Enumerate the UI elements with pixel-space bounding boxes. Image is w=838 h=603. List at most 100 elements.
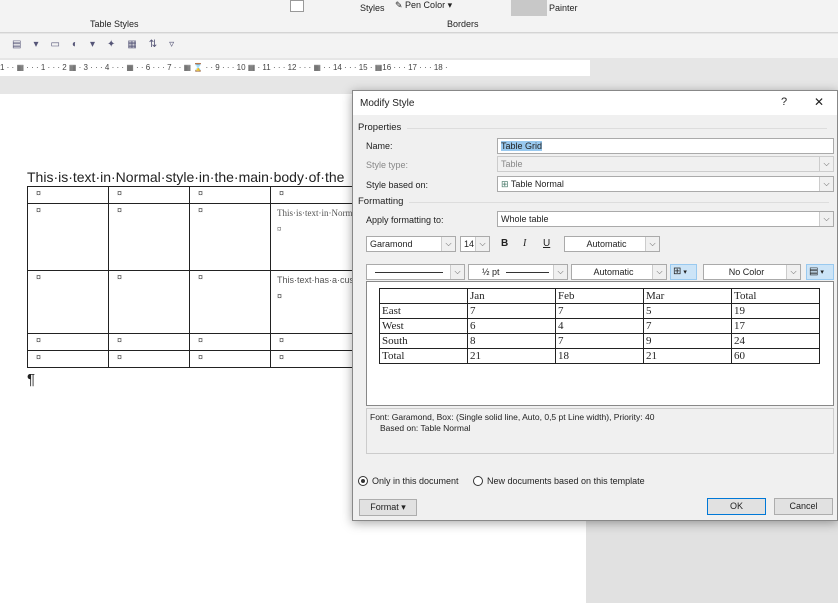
table-cell[interactable]: ¤ [108, 333, 190, 351]
borders-dropdown-button[interactable] [511, 0, 547, 16]
preview-row: East 7 7 5 19 [379, 303, 820, 319]
preview-cell: East [379, 303, 468, 319]
horizontal-ruler[interactable]: 1 · · ▦ · · · 1 · · · 2 ▦ · 3 · · · 4 · … [0, 60, 590, 76]
font-select[interactable]: Garamond ⌵ [366, 236, 456, 252]
preview-cell: Jan [467, 288, 556, 304]
preview-cell: 17 [731, 318, 820, 334]
table-cell[interactable]: ¤ [189, 186, 271, 204]
shading-select[interactable]: No Color ⌵ [703, 264, 801, 280]
italic-button[interactable]: I [523, 238, 527, 249]
table-cell[interactable]: ¤ [27, 203, 109, 271]
table-cell[interactable]: ¤ [27, 350, 109, 368]
chevron-down-icon[interactable]: ⌵ [553, 265, 567, 279]
preview-cell: Total [379, 348, 468, 364]
table-cell[interactable]: ¤ [189, 333, 271, 351]
toolbar-icons[interactable]: ▤▾▭◐▾✦▦⇅▿ [12, 39, 187, 50]
preview-cell: 6 [467, 318, 556, 334]
chevron-down-icon[interactable]: ⌵ [441, 237, 455, 251]
styles-gallery-more-button[interactable] [290, 0, 304, 12]
modify-style-dialog: Modify Style ? ✕ Properties Name: Table … [352, 90, 838, 521]
underline-button[interactable]: U [543, 238, 551, 249]
table-cell[interactable]: ¤ [189, 270, 271, 334]
dialog-titlebar: Modify Style ? ✕ [353, 91, 837, 115]
body-text[interactable]: This·is·text·in·Normal·style·in·the·main… [27, 169, 345, 185]
preview-cell: Total [731, 288, 820, 304]
style-type-select: Table ⌵ [497, 156, 834, 172]
preview-cell: Feb [555, 288, 644, 304]
bold-button[interactable]: B [501, 238, 509, 249]
table-cell[interactable]: ¤ [108, 203, 190, 271]
preview-cell [379, 288, 468, 304]
border-color-value: Automatic [593, 267, 634, 277]
preview-cell: 4 [555, 318, 644, 334]
border-painter-button[interactable]: Painter [549, 3, 578, 13]
dialog-title: Modify Style [360, 98, 415, 109]
close-icon[interactable]: ✕ [814, 95, 825, 109]
table-cell[interactable]: ¤ [189, 203, 271, 271]
radio-unselected-icon[interactable] [473, 476, 483, 486]
preview-row: Total 21 18 21 60 [379, 348, 820, 364]
line-style-sample [375, 272, 443, 273]
font-size-value: 14 [464, 239, 475, 249]
quick-access-toolbar: ▤▾▭◐▾✦▦⇅▿ [0, 34, 838, 58]
properties-heading: Properties [358, 122, 831, 133]
table-cell[interactable]: ¤ [108, 186, 190, 204]
description-line: Font: Garamond, Box: (Single solid line,… [370, 412, 655, 422]
preview-row: Jan Feb Mar Total [379, 288, 820, 304]
cancel-button[interactable]: Cancel [774, 498, 833, 515]
radio-label: Only in this document [372, 476, 459, 486]
table-styles-group-label: Table Styles [90, 19, 139, 29]
radio-selected-icon[interactable] [358, 476, 368, 486]
preview-cell: West [379, 318, 468, 334]
table-cell[interactable]: ¤ [27, 270, 109, 334]
preview-cell: 21 [643, 348, 732, 364]
apply-formatting-select[interactable]: Whole table ⌵ [497, 211, 834, 227]
name-input[interactable]: Table Grid [497, 138, 834, 154]
line-width-select[interactable]: ½ pt ⌵ [468, 264, 568, 280]
preview-cell: 7 [467, 303, 556, 319]
chevron-down-icon[interactable]: ⌵ [645, 237, 659, 251]
radio-only-this-document[interactable]: Only in this document [358, 476, 459, 486]
apply-formatting-label: Apply formatting to: [366, 215, 444, 225]
table-cell[interactable]: ¤ [108, 350, 190, 368]
chevron-down-icon[interactable]: ⌵ [786, 265, 800, 279]
preview-cell: 9 [643, 333, 732, 349]
style-based-on-select[interactable]: ⊞ Table Normal ⌵ [497, 176, 834, 192]
table-cell[interactable]: ¤ [27, 186, 109, 204]
chevron-down-icon[interactable]: ⌵ [819, 177, 833, 191]
preview-cell: Mar [643, 288, 732, 304]
font-value: Garamond [370, 239, 413, 249]
font-size-select[interactable]: 14 ⌵ [460, 236, 490, 252]
help-button[interactable]: ? [781, 96, 788, 108]
borders-group-label: Borders [447, 19, 479, 29]
table-cell[interactable]: ¤ [27, 333, 109, 351]
style-type-value: Table [501, 159, 523, 169]
preview-cell: 24 [731, 333, 820, 349]
border-styles-button[interactable]: Styles [360, 3, 385, 13]
ok-button[interactable]: OK [707, 498, 766, 515]
preview-cell: 7 [555, 303, 644, 319]
name-value: Table Grid [501, 141, 543, 151]
radio-label: New documents based on this template [487, 476, 645, 486]
align-icon: ▤ [809, 266, 819, 277]
border-color-select[interactable]: Automatic ⌵ [571, 264, 667, 280]
pen-color-button[interactable]: ✎ Pen Color ▾ [395, 0, 453, 10]
table-cell[interactable]: ¤ [189, 350, 271, 368]
format-button[interactable]: Format ▾ [359, 499, 417, 516]
font-color-select[interactable]: Automatic ⌵ [564, 236, 660, 252]
chevron-down-icon: ▾ [681, 269, 687, 276]
table-cell[interactable]: ¤ [108, 270, 190, 334]
radio-new-documents[interactable]: New documents based on this template [473, 476, 645, 486]
alignment-button[interactable]: ▤ ▾ [806, 264, 834, 280]
preview-cell: 19 [731, 303, 820, 319]
style-based-on-label: Style based on: [366, 180, 429, 190]
chevron-down-icon[interactable]: ⌵ [475, 237, 489, 251]
preview-cell: 7 [643, 318, 732, 334]
preview-row: South 8 7 9 24 [379, 333, 820, 349]
line-width-sample [506, 272, 549, 273]
chevron-down-icon[interactable]: ⌵ [652, 265, 666, 279]
line-style-select[interactable]: ⌵ [366, 264, 465, 280]
borders-grid-button[interactable]: ⊞ ▾ [670, 264, 697, 280]
chevron-down-icon[interactable]: ⌵ [819, 212, 833, 226]
chevron-down-icon[interactable]: ⌵ [450, 265, 464, 279]
